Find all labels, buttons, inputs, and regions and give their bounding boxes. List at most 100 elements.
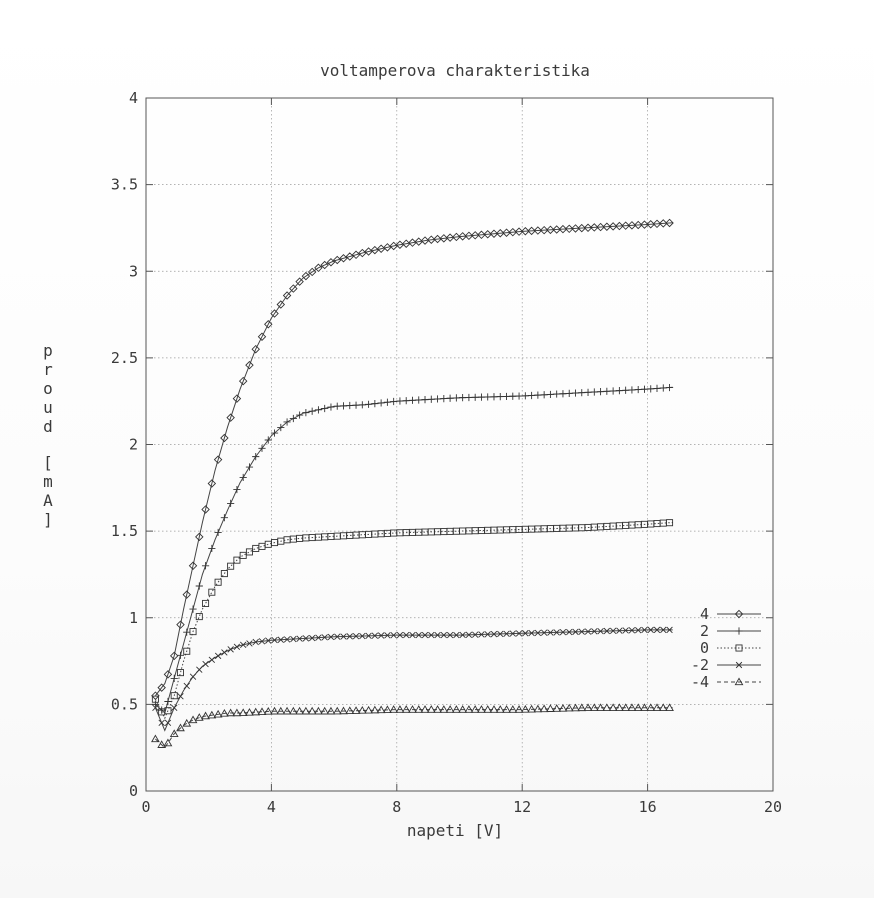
series-2: [151, 383, 674, 714]
legend-item: 2: [700, 622, 761, 640]
data-point: [659, 219, 668, 228]
data-point: [152, 704, 159, 712]
data-point: [495, 705, 505, 713]
data-point: [647, 626, 654, 634]
data-point: [440, 394, 448, 403]
data-point: [660, 626, 667, 634]
legend-label: -4: [691, 673, 709, 691]
data-point: [258, 542, 266, 550]
data-point: [251, 344, 260, 354]
y-tick-label: 1.5: [111, 522, 138, 540]
data-point: [396, 397, 404, 405]
data-point: [603, 387, 611, 395]
data-point: [603, 627, 611, 635]
data-point: [646, 703, 656, 711]
data-point: [163, 670, 173, 679]
data-point: [314, 406, 323, 414]
data-point: [578, 628, 585, 635]
data-point: [308, 407, 316, 415]
y-tick-label: 3.5: [111, 176, 138, 194]
data-point: [622, 386, 630, 394]
data-point: [389, 705, 399, 713]
data-point: [332, 706, 342, 715]
data-point: [257, 707, 267, 715]
data-point: [189, 673, 197, 680]
data-point: [351, 706, 361, 714]
data-point: [641, 626, 648, 634]
data-point: [314, 706, 323, 715]
data-point: [270, 429, 279, 437]
data-point: [452, 394, 460, 402]
data-point: [377, 399, 385, 407]
data-point: [384, 632, 391, 639]
data-point: [484, 393, 492, 401]
data-point: [451, 705, 461, 713]
data-point: [157, 740, 167, 748]
data-point: [163, 738, 173, 747]
data-point: [158, 719, 165, 727]
data-point: [289, 284, 298, 293]
data-point: [445, 705, 455, 713]
data-point: [608, 222, 618, 231]
x-axis-label: napeti [V]: [407, 821, 503, 840]
data-point: [571, 389, 580, 397]
data-point: [301, 706, 311, 715]
legend-item: 4: [700, 605, 761, 623]
data-point: [264, 540, 272, 548]
data-point: [151, 695, 159, 703]
data-point: [508, 227, 518, 237]
data-point: [357, 706, 367, 714]
data-point: [271, 636, 278, 644]
data-point: [176, 651, 185, 659]
data-point: [452, 232, 461, 242]
data-point: [464, 231, 474, 241]
data-point: [164, 707, 172, 715]
data-point: [307, 267, 317, 277]
data-point: [346, 401, 354, 410]
data-point: [208, 656, 216, 663]
data-point: [169, 729, 179, 737]
data-point: [258, 638, 266, 645]
data-point: [597, 627, 604, 635]
data-point: [477, 230, 486, 240]
data-point: [171, 704, 178, 712]
data-point: [164, 697, 172, 706]
data-point: [340, 633, 347, 640]
data-point: [296, 411, 304, 419]
data-point: [527, 704, 536, 713]
series--2: [152, 626, 673, 732]
data-point: [477, 393, 486, 401]
data-point: [621, 703, 631, 711]
data-point: [628, 386, 636, 394]
data-point: [609, 387, 617, 395]
data-point: [558, 703, 568, 712]
data-point: [565, 389, 573, 397]
data-point: [189, 605, 197, 613]
data-point: [546, 390, 555, 399]
data-point: [276, 706, 286, 715]
data-point: [445, 233, 455, 242]
data-point: [207, 479, 217, 488]
data-point: [195, 532, 204, 542]
data-point: [189, 628, 197, 636]
data-point: [213, 709, 223, 718]
data-point: [653, 384, 661, 393]
data-point: [553, 629, 560, 636]
data-point: [571, 224, 580, 233]
data-point: [633, 703, 643, 711]
data-point: [534, 391, 542, 399]
x-tick-label: 12: [513, 798, 531, 816]
data-point: [553, 390, 561, 398]
data-point: [371, 632, 379, 639]
data-point: [402, 397, 410, 405]
y-tick-label: 4: [129, 89, 138, 107]
data-point: [246, 640, 253, 647]
data-point: [233, 485, 241, 494]
data-point: [170, 674, 178, 682]
data-point: [201, 711, 210, 720]
data-point: [408, 705, 417, 713]
data-point: [220, 433, 229, 443]
data-point: [239, 551, 247, 559]
data-point: [334, 633, 341, 640]
data-point: [358, 401, 366, 409]
